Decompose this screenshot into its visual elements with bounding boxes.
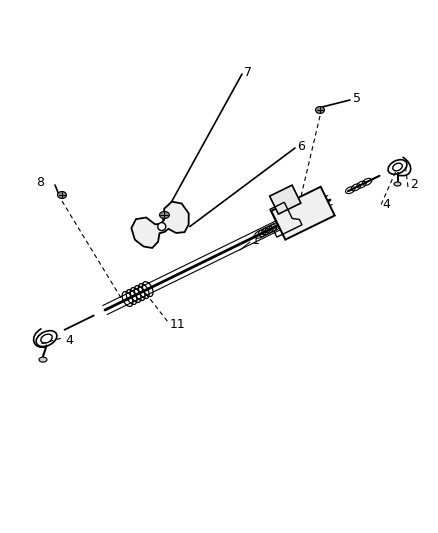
Text: 7: 7 <box>244 66 252 78</box>
Text: 6: 6 <box>297 140 305 152</box>
Polygon shape <box>271 187 335 240</box>
Text: 5: 5 <box>353 92 361 104</box>
Text: 1: 1 <box>252 233 260 246</box>
Text: 2: 2 <box>410 179 418 191</box>
Ellipse shape <box>394 182 401 186</box>
Text: 4: 4 <box>65 334 73 346</box>
Ellipse shape <box>158 223 166 231</box>
Ellipse shape <box>57 191 67 198</box>
Text: 4: 4 <box>382 198 390 212</box>
Ellipse shape <box>39 357 47 362</box>
Text: 8: 8 <box>36 175 44 189</box>
Ellipse shape <box>159 212 170 219</box>
Ellipse shape <box>315 107 325 114</box>
Polygon shape <box>270 185 301 214</box>
Text: 11: 11 <box>170 319 186 332</box>
PathPatch shape <box>131 201 189 248</box>
